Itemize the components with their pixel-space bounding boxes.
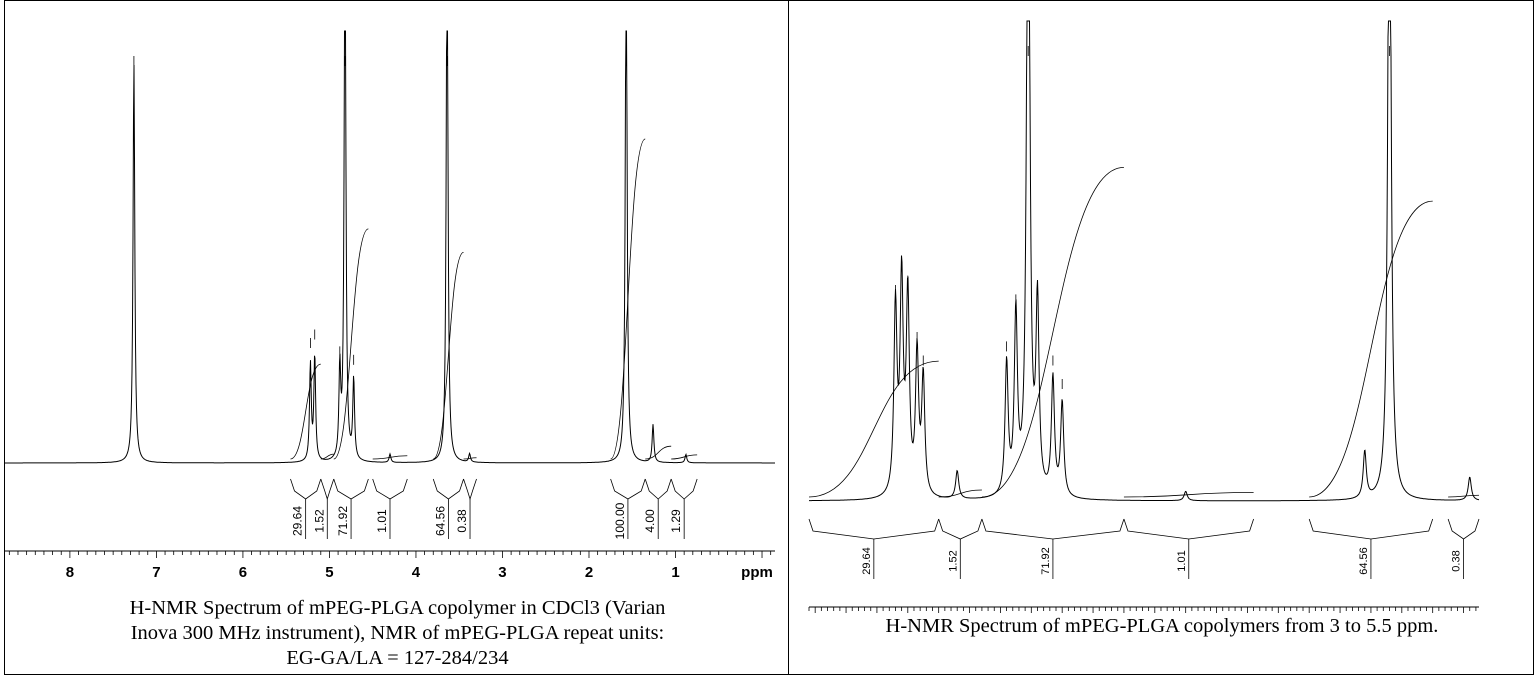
right-integral-label: 1.52 bbox=[947, 550, 959, 571]
left-integral-label: 29.64 bbox=[291, 506, 305, 536]
right-integral-bracket bbox=[981, 518, 1125, 540]
left-integral-curve bbox=[671, 454, 698, 460]
right-integral-bracket bbox=[1308, 518, 1434, 540]
left-caption-line-3: EG-GA/LA = 127-284/234 bbox=[286, 647, 509, 669]
left-integral-bracket bbox=[644, 478, 672, 500]
right-integral-bracket bbox=[1447, 518, 1480, 540]
right-integral-label: 71.92 bbox=[1040, 547, 1052, 575]
left-caption: H-NMR Spectrum of mPEG-PLGA copolymer in… bbox=[5, 596, 790, 671]
left-integral-curve bbox=[610, 138, 646, 460]
left-x-tick-label: 5 bbox=[325, 564, 333, 581]
left-caption-line-1: H-NMR Spectrum of mPEG-PLGA copolymer in… bbox=[129, 597, 666, 619]
left-x-tick-label: 6 bbox=[239, 564, 247, 581]
right-integral-bracket bbox=[1123, 518, 1254, 540]
left-integral-curve bbox=[290, 363, 321, 460]
right-nmr-panel: 29.641.5271.921.0164.560.385.55.45.35.25… bbox=[788, 0, 1534, 675]
left-integral-curve bbox=[463, 457, 477, 460]
left-caption-line-2: Inova 300 MHz instrument), NMR of mPEG-P… bbox=[130, 622, 665, 644]
right-integral-label: 29.64 bbox=[861, 547, 873, 575]
left-integral-curve bbox=[333, 228, 369, 460]
left-integral-label: 71.92 bbox=[336, 506, 350, 536]
left-nmr-panel: 29.64 1.52 71.92 1.01 64.56 0.38 100.00 4.00 1.2… bbox=[4, 0, 789, 675]
right-caption: H-NMR Spectrum of mPEG-PLGA copolymers f… bbox=[885, 615, 1439, 637]
left-integral-label: 1.52 bbox=[312, 509, 326, 533]
left-spectrum-line bbox=[5, 30, 775, 464]
right-integral-curve bbox=[1123, 491, 1254, 498]
left-x-tick-label: 2 bbox=[585, 564, 593, 581]
left-x-tick-label: 3 bbox=[498, 564, 506, 581]
right-integral-curve bbox=[981, 166, 1124, 498]
right-integral-curve bbox=[1309, 200, 1433, 498]
left-integral-label: 64.56 bbox=[433, 506, 447, 536]
left-integral-curve bbox=[645, 445, 672, 460]
right-integral-label: 64.56 bbox=[1358, 547, 1370, 575]
left-integral-bracket bbox=[333, 478, 369, 500]
left-x-tick-label: 1 bbox=[671, 564, 679, 581]
left-integral-curve bbox=[432, 252, 464, 460]
right-integral-bracket bbox=[938, 518, 983, 540]
left-x-tick-label: 8 bbox=[66, 564, 74, 581]
right-integral-label: 1.01 bbox=[1176, 550, 1188, 571]
left-integral-label: 4.00 bbox=[643, 509, 657, 533]
left-integral-label: 100.00 bbox=[613, 502, 627, 539]
left-integral-bracket bbox=[670, 478, 698, 500]
right-spectrum-line bbox=[809, 20, 1480, 502]
right-integral-curve bbox=[1448, 494, 1480, 498]
right-nmr-spectrum-chart: 29.641.5271.921.0164.560.385.55.45.35.25… bbox=[808, 20, 1480, 613]
left-integral-bracket bbox=[290, 478, 322, 500]
left-integral-label: 1.29 bbox=[669, 509, 683, 533]
right-integral-curve bbox=[938, 489, 982, 498]
right-integral-label: 0.38 bbox=[1451, 550, 1463, 571]
left-integral-curve bbox=[372, 455, 408, 460]
left-integral-bracket bbox=[432, 478, 464, 500]
right-integral-bracket bbox=[808, 518, 940, 540]
left-integral-bracket bbox=[610, 478, 646, 500]
left-integral-label: 1.01 bbox=[375, 509, 389, 533]
left-x-unit-label: ppm bbox=[741, 564, 773, 581]
left-integral-bracket bbox=[463, 478, 477, 501]
left-integral-curve bbox=[320, 453, 334, 460]
left-nmr-spectrum-chart: 29.64 1.52 71.92 1.01 64.56 0.38 100.00 4.00 1.2… bbox=[5, 30, 775, 581]
left-x-tick-label: 4 bbox=[412, 564, 421, 581]
left-x-tick-label: 7 bbox=[152, 564, 160, 581]
left-integral-label: 0.38 bbox=[455, 509, 469, 533]
right-integral-curve bbox=[808, 360, 939, 498]
left-integral-bracket bbox=[372, 478, 408, 500]
left-integral-bracket bbox=[320, 478, 335, 501]
